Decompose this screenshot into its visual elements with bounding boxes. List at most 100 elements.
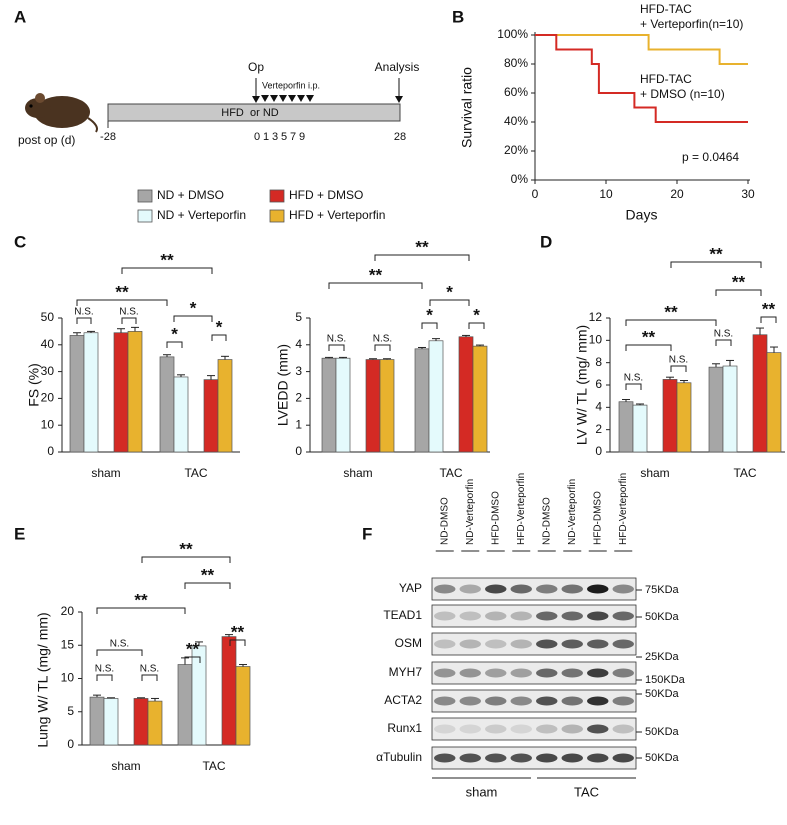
x-tick-label: sham [91,466,120,480]
y-tick-label: 12 [589,310,603,324]
lane-label: ND-DMSO [439,497,450,545]
significance-bracket [96,674,113,681]
legend-label: ND + DMSO [157,188,224,202]
blot-band [612,639,634,649]
significance-bracket [670,365,687,372]
significance-bracket [715,289,762,296]
blot-band [561,611,583,621]
blot-band [459,724,481,734]
bar [177,664,193,746]
panel-label: C [14,232,26,251]
blot-band [612,611,634,621]
x-tick-label: TAC [733,466,756,480]
significance-label: ** [709,244,723,263]
legend-label: HFD + Verteporfin [289,208,385,222]
y-tick-label: 10 [61,671,75,685]
blot-band [459,753,481,763]
error-bar [225,634,233,637]
bar [113,332,129,453]
error-bar [476,344,484,347]
bar [203,379,219,453]
blot-band [587,668,609,678]
blot-row-label: αTubulin [376,750,422,764]
error-bar [163,354,171,357]
blot-band [612,753,634,763]
lane-label: ND-Verteporfin [465,479,476,545]
panel-label: B [452,7,464,26]
significance-bracket [328,282,423,289]
bar [147,700,163,746]
significance-bracket [625,383,642,390]
lane-label: HFD-DMSO [490,491,501,545]
axis-label: post op (d) [18,133,75,147]
significance-bracket [96,607,186,614]
y-axis-label: Lung W/ TL (mg/ mm) [35,612,51,747]
significance-bracket [715,339,732,346]
significance-label: ** [160,250,174,269]
significance-label: ** [115,282,129,301]
y-axis-label: Survival ratio [459,67,475,148]
bar [191,645,207,746]
bar [159,356,175,453]
x-tick-label: sham [111,759,140,773]
significance-label: ** [415,237,429,256]
error-bar [369,358,377,360]
timeline-tick-label: 1 [263,131,269,143]
y-tick-label: 20% [504,143,528,157]
y-tick-label: 40% [504,114,528,128]
error-bar [107,697,115,699]
significance-label: ** [369,265,383,284]
bar [217,359,233,453]
x-tick-label: sham [640,466,669,480]
bar [379,359,395,453]
significance-label: ** [134,590,148,609]
blot-row-label: ACTA2 [384,693,422,707]
blot-band [587,639,609,649]
error-bar [221,355,229,360]
blot-band [536,668,558,678]
bar [428,340,444,453]
y-tick-label: 10 [41,417,55,431]
significance-label: * [216,317,223,336]
error-bar [418,346,426,349]
significance-label: * [426,305,433,324]
panel-label: D [540,232,552,251]
significance-bracket [184,656,201,663]
significance-label: N.S. [110,639,129,650]
annotation: p = 0.0464 [682,150,739,164]
blot-band [485,696,507,706]
significance-bracket [166,341,183,348]
blot-row-label: YAP [399,581,422,595]
significance-label: N.S. [95,664,114,675]
error-bar [195,641,203,646]
y-tick-label: 6 [595,377,602,391]
y-tick-label: 10 [589,333,603,347]
blot-band [561,724,583,734]
y-tick-label: 30 [41,364,55,378]
bar [133,698,149,746]
legend-swatch [269,209,285,223]
significance-bracket [625,319,717,326]
significance-label: ** [732,272,746,291]
significance-label: * [473,305,480,324]
significance-label: N.S. [669,355,688,366]
lane-label: HFD-Verteporfin [618,473,629,545]
y-tick-label: 0 [295,444,302,458]
blot-band [485,584,507,594]
y-tick-label: 20 [61,604,75,618]
survival-line [535,34,748,65]
bar [618,401,634,453]
y-tick-label: 2 [595,422,602,436]
blot-band [510,696,532,706]
group-label: TAC [574,784,599,799]
x-tick-label: TAC [184,466,207,480]
error-bar [177,374,185,377]
blot-band [587,753,609,763]
error-bar [726,359,734,367]
significance-bracket [421,322,438,329]
significance-bracket [468,322,485,329]
x-tick-label: sham [343,466,372,480]
y-tick-label: 1 [295,417,302,431]
